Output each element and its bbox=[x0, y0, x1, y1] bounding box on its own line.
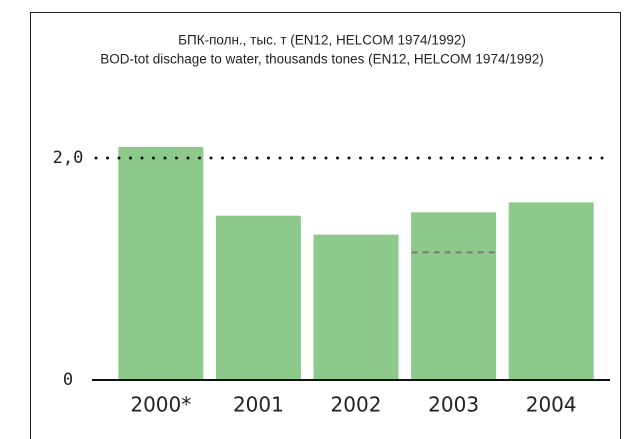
chart-subtitle: BOD-tot dischage to water, thousands ton… bbox=[100, 52, 544, 67]
x-tick-label: 2001 bbox=[233, 393, 284, 417]
bar bbox=[508, 202, 594, 380]
bar bbox=[215, 215, 301, 380]
x-tick-label: 2004 bbox=[526, 393, 577, 417]
x-tick-label: 2000* bbox=[130, 393, 191, 417]
y-tick-label: 0 bbox=[63, 370, 73, 390]
bar bbox=[118, 146, 204, 380]
bar bbox=[411, 212, 497, 380]
chart-title: БПК-полн., тыс. т (EN12, HELCOM 1974/199… bbox=[178, 33, 466, 48]
bar bbox=[313, 234, 399, 380]
x-tick-label: 2002 bbox=[331, 393, 382, 417]
frame bbox=[30, 12, 621, 439]
y-tick-label: 2,0 bbox=[53, 148, 84, 168]
x-tick-label: 2003 bbox=[428, 393, 479, 417]
